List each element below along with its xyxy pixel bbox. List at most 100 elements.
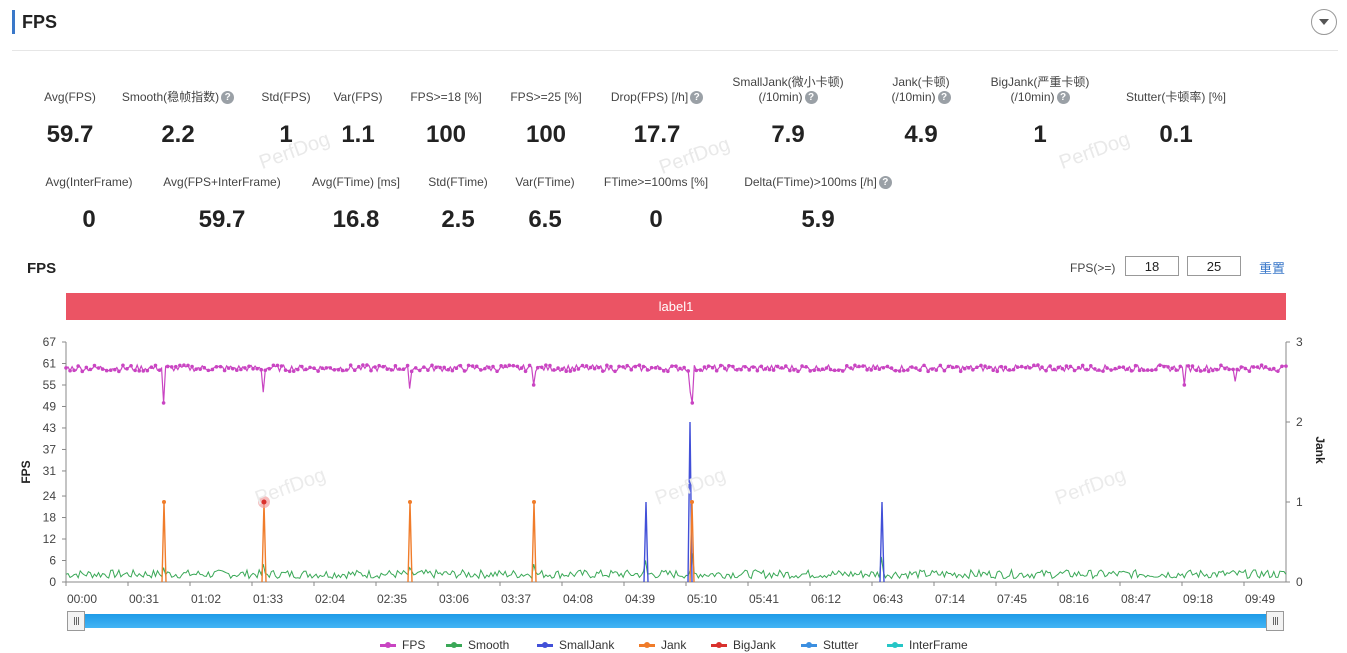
fps-point [979,363,983,368]
legend-item-stutter[interactable]: Stutter [801,637,858,653]
help-icon[interactable]: ? [878,176,892,190]
fps-point [296,367,300,372]
stat-item: Delta(FTime)>100ms [/h]? 5.9 [738,175,898,233]
watermark: PerfDog [252,464,328,510]
fps-point [771,368,776,372]
fps-point [1080,363,1085,368]
stat-item: BigJank(严重卡顿) (/10min)? 1 [960,75,1120,148]
stat-value: 0 [82,206,96,233]
fps-point [186,363,190,368]
stat-item: Std(FTime) 2.5 [378,175,538,233]
label-bar[interactable]: label1 [66,293,1286,320]
fps-point [1174,368,1178,372]
collapse-button[interactable] [1311,9,1337,35]
fps-point [723,366,727,371]
help-icon[interactable]: ? [1056,91,1070,105]
fps-point [1178,364,1183,369]
fps-point [1019,364,1024,369]
stat-label: Var(FPS) [333,90,383,104]
fps-point [418,368,422,373]
legend-item-fps[interactable]: FPS [380,637,425,653]
fps-point [267,366,272,371]
legend-item-smooth[interactable]: Smooth [446,637,509,653]
fps-point [401,367,406,372]
legend-item-jank[interactable]: Jank [639,637,686,653]
fps-point [601,369,605,373]
fps-point [474,364,479,369]
fps-point [1166,365,1170,369]
threshold-input-2[interactable] [1187,256,1241,276]
x-tick-label: 03:06 [439,592,469,606]
stat-value: 1 [1033,121,1047,148]
slider-handle-right[interactable] [1266,611,1284,631]
page-title: FPS [22,12,58,32]
fps-point [1263,365,1268,369]
fps-point [1032,363,1036,368]
fps-point [153,363,158,368]
fps-point [84,365,89,370]
fps-point [755,368,760,373]
fps-point [710,365,715,370]
help-icon[interactable]: ? [221,91,235,105]
slider-handle-left[interactable] [67,611,85,631]
fps-point [251,366,255,371]
fps-point [629,367,634,372]
fps-point [373,365,377,369]
stat-item: Smooth(稳帧指数)? 2.2 [98,90,258,148]
stat-value: 5.9 [801,206,835,233]
fps-point [1040,365,1044,369]
reset-link[interactable]: 重置 [1259,261,1286,276]
zoom-slider[interactable] [76,614,1266,628]
fps-point [259,367,264,372]
fps-point [637,363,642,367]
fps-point [910,365,914,369]
legend-item-bigjank[interactable]: BigJank [711,637,776,653]
stat-value: 16.8 [332,206,380,233]
stat-label: Avg(FTime) [ms] [311,175,400,189]
fps-point [1084,367,1089,372]
fps-point [117,369,121,374]
series-jank [407,501,413,583]
stat-label: Avg(FPS+InterFrame) [163,175,281,189]
stat-item: FPS>=18 [%] 100 [366,90,526,148]
fps-point [1089,363,1093,368]
y2-tick-label: 0 [1296,575,1303,589]
legend-item-smalljank[interactable]: SmallJank [537,637,614,653]
fps-point [1284,364,1288,368]
fps-point [775,364,780,369]
fps-point [678,366,682,371]
jank-point [532,500,536,504]
fps-point [535,365,540,370]
fps-point [645,368,650,372]
fps-point [845,364,849,368]
fps-point [381,364,386,369]
fps-point [682,365,686,370]
stat-label: BigJank(严重卡顿) [990,75,1090,89]
fps-point [308,365,312,370]
fps-point [662,369,666,373]
help-icon[interactable]: ? [804,91,818,105]
fps-point [1129,369,1134,373]
fps-chart[interactable]: 67 61 55 49 43 37 31 24 18 12 6 0 3 2 1 0 00:00 00:31 01:0… [0,325,1347,610]
fps-point [531,383,536,387]
help-icon[interactable]: ? [690,91,704,105]
fps-point [702,365,707,369]
bigjank-point [261,499,267,505]
legend-item-interframe[interactable]: InterFrame [887,637,968,653]
fps-point [1064,364,1069,368]
fps-point [828,367,833,372]
fps-point [133,368,137,373]
legend-label: InterFrame [909,638,968,652]
stat-item: SmallJank(微小卡顿) (/10min)? 7.9 [708,75,868,148]
fps-point [1154,367,1158,372]
fps-point [499,364,503,368]
fps-point [243,366,247,370]
threshold-input-1[interactable] [1125,256,1179,276]
help-icon[interactable]: ? [937,91,951,105]
stat-label: Avg(InterFrame) [45,175,133,189]
fps-point [743,364,747,369]
fps-point [727,364,731,368]
y-tick-label: 49 [43,399,57,413]
header-divider [12,50,1338,51]
y-tick-label: 37 [43,442,57,456]
